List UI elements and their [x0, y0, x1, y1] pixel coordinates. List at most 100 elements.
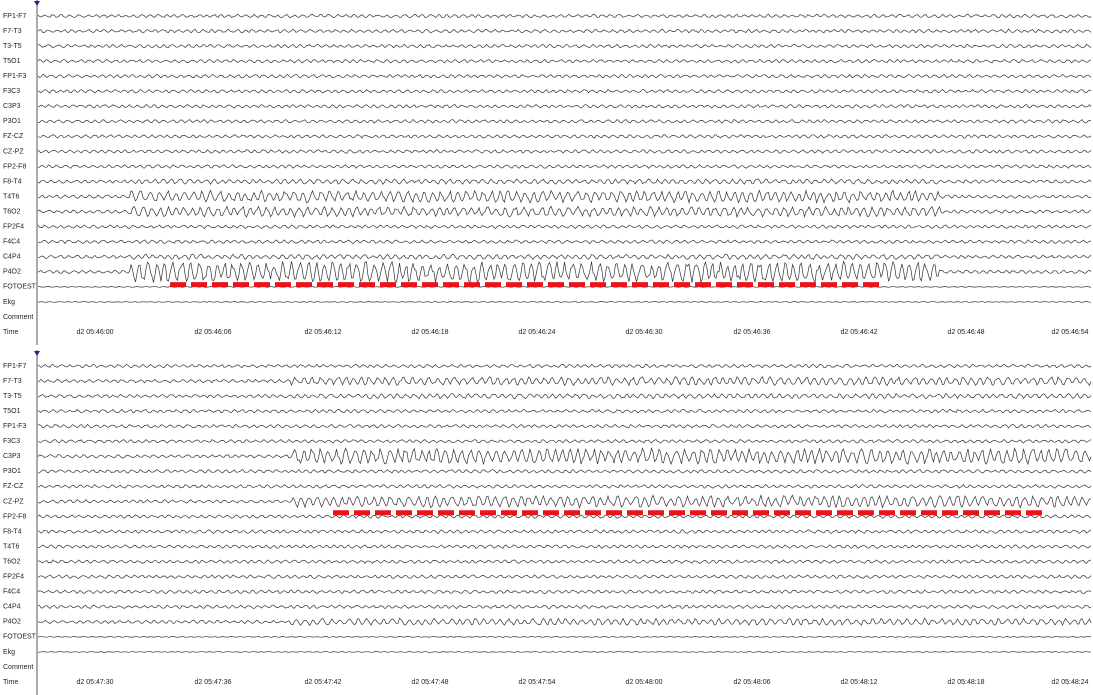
channel-label: T3-T5 [3, 43, 22, 50]
channel-label: FOTOEST [3, 634, 37, 641]
event-marker [900, 510, 916, 516]
time-label: d2 05:48:18 [948, 679, 985, 686]
channel-label: FZ-CZ [3, 483, 24, 490]
event-marker [984, 510, 1000, 516]
event-marker [695, 282, 711, 288]
event-marker [821, 282, 837, 288]
channel-label: P4O2 [3, 619, 21, 626]
event-marker [606, 510, 622, 516]
event-marker [737, 282, 753, 288]
event-marker [233, 282, 249, 288]
time-label: d2 05:46:48 [948, 329, 985, 336]
time-label: d2 05:46:12 [305, 329, 342, 336]
eeg-trace [38, 189, 1092, 204]
event-marker [417, 510, 433, 516]
channel-label: FP1-F3 [3, 423, 26, 430]
time-label: d2 05:48:06 [734, 679, 771, 686]
time-label: d2 05:46:06 [195, 329, 232, 336]
eeg-trace [37, 604, 1092, 610]
eeg-trace [37, 423, 1092, 429]
channel-label: C4P4 [3, 604, 21, 611]
eeg-panel: FP1-F7 F7-T3 T3-T5 T5O1 FP1-F3 F3C3 C3P3 P3O1 FZ… [3, 350, 1092, 695]
event-marker [527, 282, 543, 288]
channel-label: T4T6 [3, 543, 19, 550]
eeg-trace [37, 103, 1092, 109]
eeg-trace [37, 13, 1092, 19]
event-marker [632, 282, 648, 288]
time-label: d2 05:46:30 [626, 329, 663, 336]
event-marker [459, 510, 475, 516]
eeg-trace [37, 88, 1092, 94]
event-marker [480, 510, 496, 516]
eeg-trace [37, 559, 1092, 564]
event-marker [816, 510, 832, 516]
eeg-trace [37, 514, 1092, 519]
channel-label: C4P4 [3, 254, 21, 261]
channel-label: FP1-F7 [3, 363, 26, 370]
time-label: d2 05:46:00 [77, 329, 114, 336]
time-label: d2 05:47:30 [77, 679, 114, 686]
eeg-trace [37, 164, 1092, 169]
time-label: d2 05:47:42 [305, 679, 342, 686]
time-label: d2 05:46:24 [519, 329, 556, 336]
channel-label: F4C4 [3, 589, 20, 596]
event-marker [674, 282, 690, 288]
event-marker [338, 282, 354, 288]
eeg-trace [37, 439, 1092, 444]
channel-label: F7-T3 [3, 28, 22, 35]
event-marker [795, 510, 811, 516]
event-marker [396, 510, 412, 516]
channel-label: CZ-PZ [3, 148, 24, 155]
channel-label: FP1-F7 [3, 13, 26, 20]
event-marker [863, 282, 879, 288]
event-marker [753, 510, 769, 516]
event-marker [485, 282, 501, 288]
event-marker [443, 282, 459, 288]
event-marker [879, 510, 895, 516]
channel-label: F3C3 [3, 438, 20, 445]
eeg-trace [37, 301, 1092, 303]
eeg-trace [37, 484, 1092, 489]
channel-label: P3O1 [3, 468, 21, 475]
channel-label: FP2F4 [3, 574, 24, 581]
event-marker [690, 510, 706, 516]
channel-label: P3O1 [3, 118, 21, 125]
channel-label: F8-T4 [3, 528, 22, 535]
eeg-trace [37, 260, 1092, 284]
eeg-trace [37, 375, 1092, 387]
time-label: d2 05:46:54 [1052, 329, 1089, 336]
eeg-trace [37, 134, 1092, 139]
event-marker [191, 282, 207, 288]
channel-label: T6O2 [3, 208, 21, 215]
event-marker [711, 510, 727, 516]
event-marker [380, 282, 396, 288]
cursor-marker [34, 351, 40, 356]
event-marker [254, 282, 270, 288]
event-marker [858, 510, 874, 516]
eeg-trace [37, 149, 1092, 154]
event-marker [1005, 510, 1021, 516]
event-marker [842, 282, 858, 288]
event-marker [564, 510, 580, 516]
event-marker [170, 282, 186, 288]
channel-label: Comment [3, 314, 33, 321]
event-marker [837, 510, 853, 516]
event-marker [401, 282, 417, 288]
event-marker [317, 282, 333, 288]
time-label: d2 05:48:24 [1052, 679, 1089, 686]
eeg-trace [37, 363, 1092, 369]
event-marker [375, 510, 391, 516]
event-marker [569, 282, 585, 288]
cursor-marker [34, 1, 40, 6]
event-marker [354, 510, 370, 516]
channel-label: Time [3, 679, 18, 686]
event-marker [800, 282, 816, 288]
eeg-trace [37, 73, 1092, 79]
channel-label: T3-T5 [3, 393, 22, 400]
event-marker [942, 510, 958, 516]
event-marker [522, 510, 538, 516]
eeg-trace [37, 43, 1092, 49]
event-marker [506, 282, 522, 288]
channel-label: P4O2 [3, 269, 21, 276]
